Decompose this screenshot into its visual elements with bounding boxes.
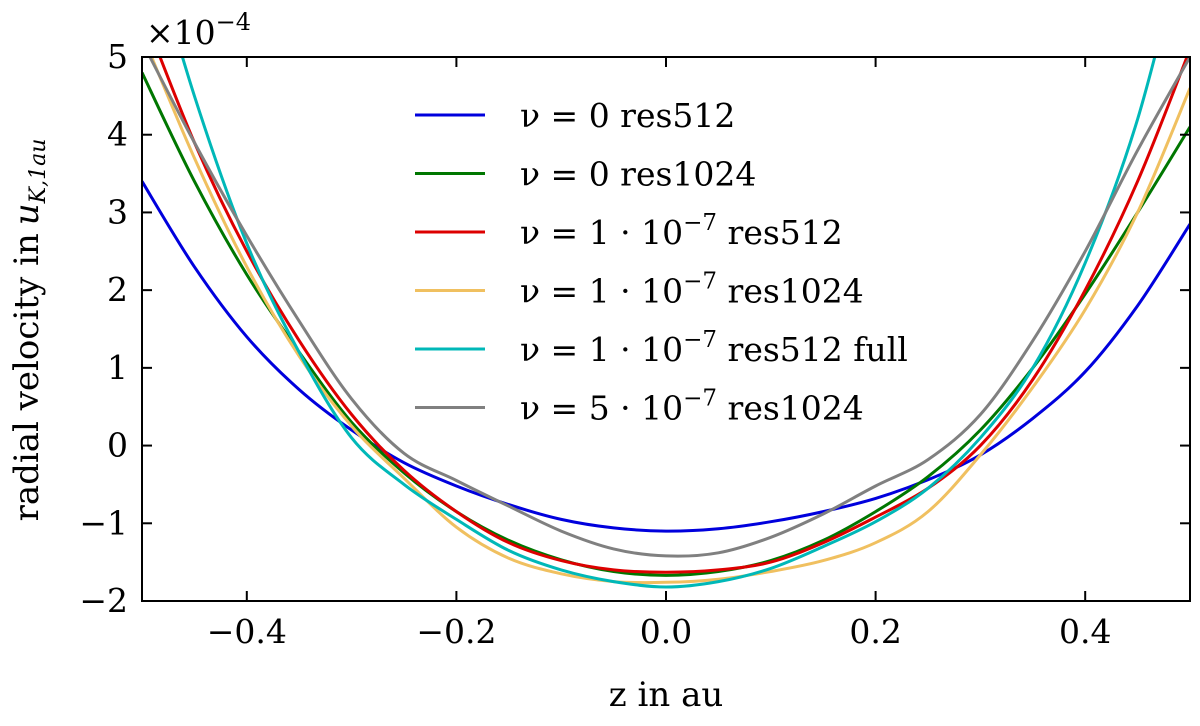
y-tick-label: 0 bbox=[107, 426, 128, 465]
legend-label: ν = 1 · 10−7 res512 bbox=[520, 210, 843, 252]
y-axis-label: radial velocity inuK,1au bbox=[7, 139, 51, 522]
legend-label: ν = 1 · 10−7 res1024 bbox=[520, 269, 864, 311]
legend: ν = 0 res512 ν = 0 res1024 ν = 1 · 10−7 re… bbox=[415, 96, 908, 428]
x-tick-label: 0.4 bbox=[1059, 612, 1111, 651]
legend-label: ν = 0 res1024 bbox=[520, 155, 756, 194]
series-line-6 bbox=[148, 57, 1190, 558]
y-tick-label: 5 bbox=[107, 37, 128, 76]
series-line-3 bbox=[158, 57, 1189, 574]
series-line-5 bbox=[180, 57, 1157, 589]
y-tick-label: 4 bbox=[107, 115, 128, 154]
x-tick-label: −0.2 bbox=[416, 612, 496, 651]
legend-label: ν = 5 · 10−7 res1024 bbox=[520, 386, 864, 428]
legend-entry-3: ν = 1 · 10−7 res512 bbox=[415, 210, 843, 252]
x-tick-label: 0.2 bbox=[849, 612, 901, 651]
series-layer bbox=[142, 57, 1190, 589]
x-tick-label: 0.0 bbox=[640, 612, 692, 651]
legend-entry-4: ν = 1 · 10−7 res1024 bbox=[415, 269, 864, 311]
x-axis-label: z in au bbox=[609, 675, 723, 715]
legend-entry-2: ν = 0 res1024 bbox=[415, 155, 756, 194]
y-tick-label: 1 bbox=[107, 348, 128, 387]
legend-label: ν = 1 · 10−7 res512 full bbox=[520, 327, 908, 369]
legend-entry-5: ν = 1 · 10−7 res512 full bbox=[415, 327, 908, 369]
y-tick-label: 2 bbox=[107, 270, 128, 309]
series-line-4 bbox=[150, 57, 1190, 585]
legend-entry-6: ν = 5 · 10−7 res1024 bbox=[415, 386, 864, 428]
series-line-1 bbox=[142, 180, 1190, 533]
y-tick-label: −2 bbox=[79, 581, 128, 620]
legend-label: ν = 0 res512 bbox=[520, 96, 735, 135]
y-multiplier-label: ×10−4 bbox=[146, 8, 251, 52]
legend-entry-1: ν = 0 res512 bbox=[415, 96, 735, 135]
tick-layer: −0.4 −0.2 0.0 0.2 0.4 −2 −1 0 1 2 3 4 5 bbox=[79, 37, 1190, 651]
plot-frame bbox=[141, 56, 1191, 602]
y-tick-label: −1 bbox=[79, 503, 128, 542]
y-tick-label: 3 bbox=[107, 192, 128, 231]
x-tick-label: −0.4 bbox=[207, 612, 287, 651]
